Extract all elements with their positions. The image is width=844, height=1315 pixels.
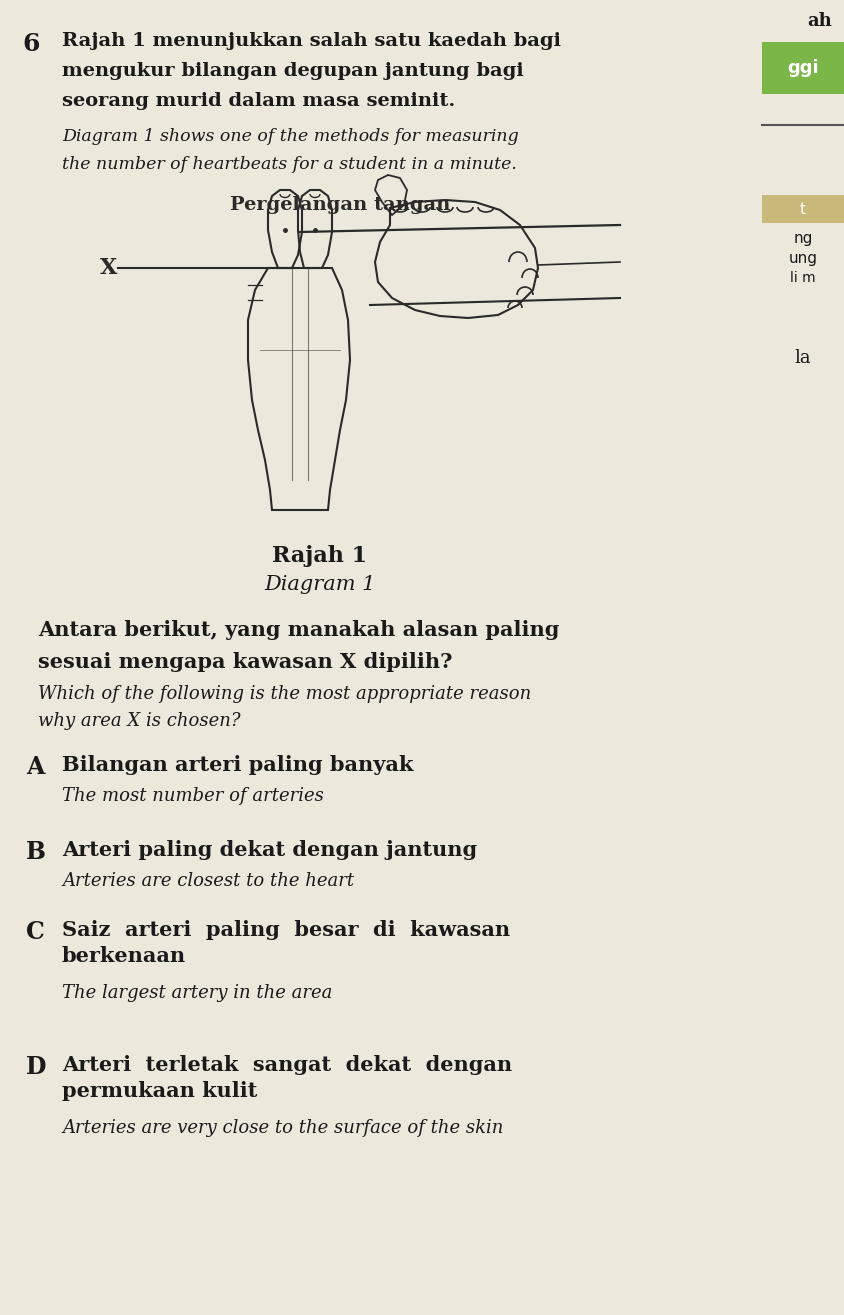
Text: D: D: [26, 1055, 46, 1080]
Text: why area X is chosen?: why area X is chosen?: [38, 711, 241, 730]
Text: mengukur bilangan degupan jantung bagi: mengukur bilangan degupan jantung bagi: [62, 62, 524, 80]
Bar: [762, 195, 844, 224]
Text: Arteries are very close to the surface of the skin: Arteries are very close to the surface o…: [62, 1119, 503, 1137]
Text: ung: ung: [788, 250, 818, 266]
Text: sesuai mengapa kawasan X dipilih?: sesuai mengapa kawasan X dipilih?: [38, 652, 452, 672]
Text: Saiz  arteri  paling  besar  di  kawasan
berkenaan: Saiz arteri paling besar di kawasan berk…: [62, 920, 510, 967]
Text: Which of the following is the most appropriate reason: Which of the following is the most appro…: [38, 685, 531, 704]
Bar: [762, 42, 844, 93]
Text: ng: ng: [793, 230, 813, 246]
Text: The largest artery in the area: The largest artery in the area: [62, 984, 333, 1002]
Text: Pergelangan tangan: Pergelangan tangan: [230, 196, 450, 214]
Text: Antara berikut, yang manakah alasan paling: Antara berikut, yang manakah alasan pali…: [38, 619, 560, 640]
Text: li m: li m: [790, 271, 816, 285]
Text: seorang murid dalam masa seminit.: seorang murid dalam masa seminit.: [62, 92, 455, 110]
Text: B: B: [26, 840, 46, 864]
Text: Rajah 1 menunjukkan salah satu kaedah bagi: Rajah 1 menunjukkan salah satu kaedah ba…: [62, 32, 561, 50]
Text: X: X: [100, 256, 117, 279]
Text: Diagram 1: Diagram 1: [264, 575, 376, 594]
Text: Rajah 1: Rajah 1: [273, 544, 368, 567]
Text: Arteries are closest to the heart: Arteries are closest to the heart: [62, 872, 354, 890]
Text: the number of heartbeats for a student in a minute.: the number of heartbeats for a student i…: [62, 156, 517, 174]
Text: C: C: [26, 920, 45, 944]
Text: Diagram 1 shows one of the methods for measuring: Diagram 1 shows one of the methods for m…: [62, 128, 519, 145]
Text: The most number of arteries: The most number of arteries: [62, 786, 324, 805]
Text: t: t: [800, 201, 806, 217]
Text: Arteri paling dekat dengan jantung: Arteri paling dekat dengan jantung: [62, 840, 477, 860]
Text: Arteri  terletak  sangat  dekat  dengan
permukaan kulit: Arteri terletak sangat dekat dengan perm…: [62, 1055, 512, 1102]
Text: ah: ah: [808, 12, 832, 30]
Text: 6: 6: [22, 32, 40, 57]
Text: A: A: [26, 755, 45, 778]
Text: la: la: [795, 348, 811, 367]
Text: ggi: ggi: [787, 59, 819, 78]
Text: Bilangan arteri paling banyak: Bilangan arteri paling banyak: [62, 755, 414, 775]
